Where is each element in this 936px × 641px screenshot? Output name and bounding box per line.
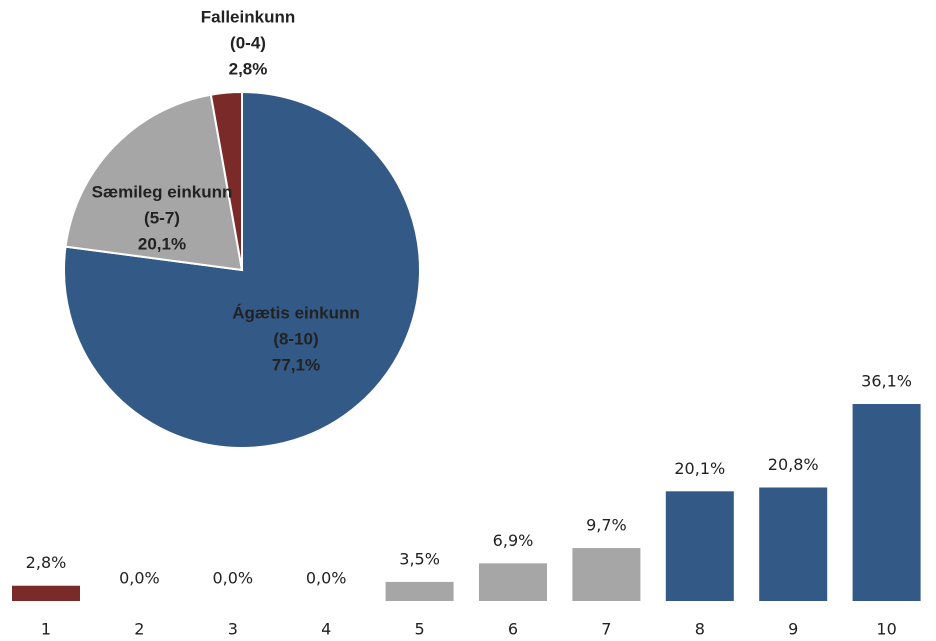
bar <box>479 563 547 601</box>
x-tick-label: 2 <box>134 620 144 639</box>
value-label: 20,1% <box>674 459 725 478</box>
bar <box>759 487 828 601</box>
bar <box>12 585 80 601</box>
bar <box>572 548 641 601</box>
x-tick-label: 6 <box>508 620 518 639</box>
pie-slice <box>64 93 244 272</box>
slice-label: (8-10) <box>273 329 318 348</box>
slice-label: 77,1% <box>272 355 320 374</box>
bar <box>665 491 734 601</box>
slice-label: 2,8% <box>229 59 268 78</box>
slice-label: (0-4) <box>230 33 266 52</box>
value-label: 20,8% <box>768 455 819 474</box>
slice-label: Sæmileg einkunn <box>92 182 233 201</box>
value-label: 0,0% <box>212 569 253 588</box>
bar <box>852 404 921 601</box>
pie-slice <box>209 90 243 271</box>
value-label: 0,0% <box>119 569 160 588</box>
pie-slice <box>63 90 421 449</box>
slice-label: Ágætis einkunn <box>232 303 360 322</box>
x-tick-label: 4 <box>321 620 331 639</box>
value-label: 9,7% <box>586 516 627 535</box>
value-label: 36,1% <box>861 372 912 391</box>
value-label: 0,0% <box>306 569 347 588</box>
x-tick-label: 5 <box>415 620 425 639</box>
bar <box>385 581 454 601</box>
x-tick-label: 10 <box>876 620 896 639</box>
x-tick-label: 7 <box>601 620 611 639</box>
slice-label: 20,1% <box>138 234 186 253</box>
value-label: 2,8% <box>26 553 67 572</box>
x-tick-label: 1 <box>41 620 51 639</box>
value-label: 3,5% <box>399 549 440 568</box>
value-label: 6,9% <box>493 531 534 550</box>
x-tick-label: 8 <box>695 620 705 639</box>
slice-label: Falleinkunn <box>201 7 295 26</box>
x-tick-label: 3 <box>228 620 238 639</box>
x-tick-label: 9 <box>788 620 798 639</box>
slice-label: (5-7) <box>144 208 180 227</box>
